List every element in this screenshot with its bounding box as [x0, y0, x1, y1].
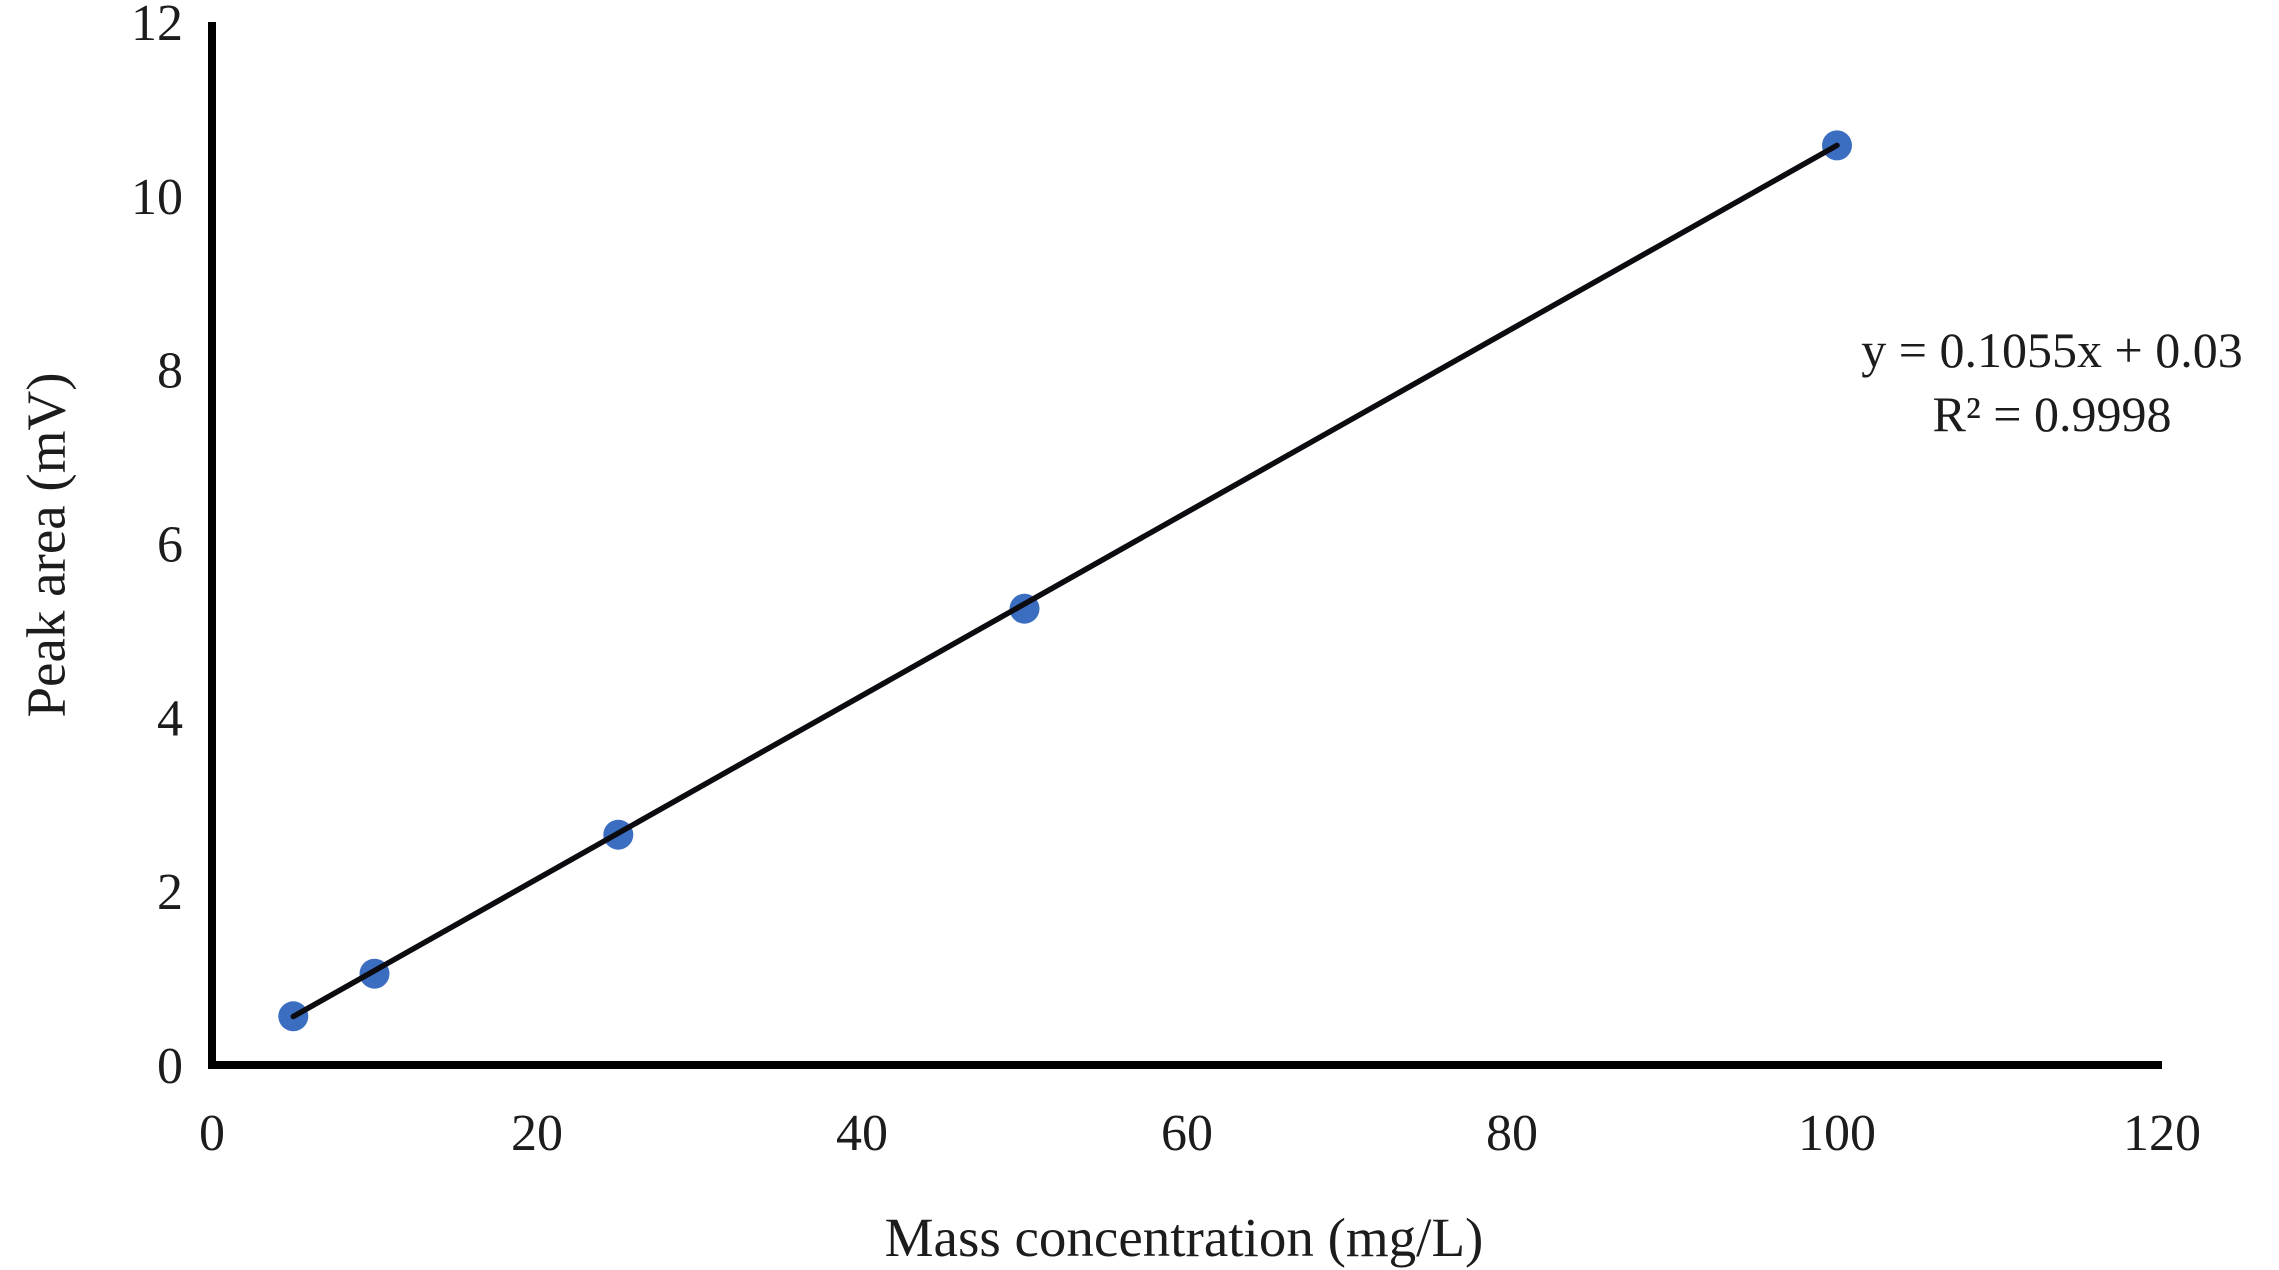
y-tick-label: 4	[157, 690, 183, 747]
y-tick-label: 0	[157, 1038, 183, 1095]
x-tick-label: 40	[836, 1105, 888, 1162]
x-tick-label: 20	[511, 1105, 563, 1162]
y-tick-label: 2	[157, 864, 183, 921]
x-tick-label: 80	[1486, 1105, 1538, 1162]
trendline	[290, 142, 1840, 1020]
r-squared-label: R² = 0.9998	[1932, 386, 2172, 442]
axis-lines	[208, 22, 2162, 1069]
y-tick-label: 12	[131, 0, 183, 52]
x-axis-title: Mass concentration (mg/L)	[884, 1207, 1484, 1268]
trendline-equation: y = 0.1055x + 0.03	[1861, 322, 2243, 378]
y-tick-label: 10	[131, 169, 183, 226]
y-tick-label: 8	[157, 343, 183, 400]
x-tick-label: 0	[199, 1105, 225, 1162]
x-tick-label: 100	[1798, 1105, 1876, 1162]
trendline-annotation: y = 0.1055x + 0.03 R² = 0.9998	[1828, 318, 2276, 446]
y-tick-label: 6	[157, 517, 183, 574]
y-axis-title: Peak area (mV)	[15, 372, 77, 718]
x-tick-label: 120	[2123, 1105, 2201, 1162]
x-tick-label: 60	[1161, 1105, 1213, 1162]
